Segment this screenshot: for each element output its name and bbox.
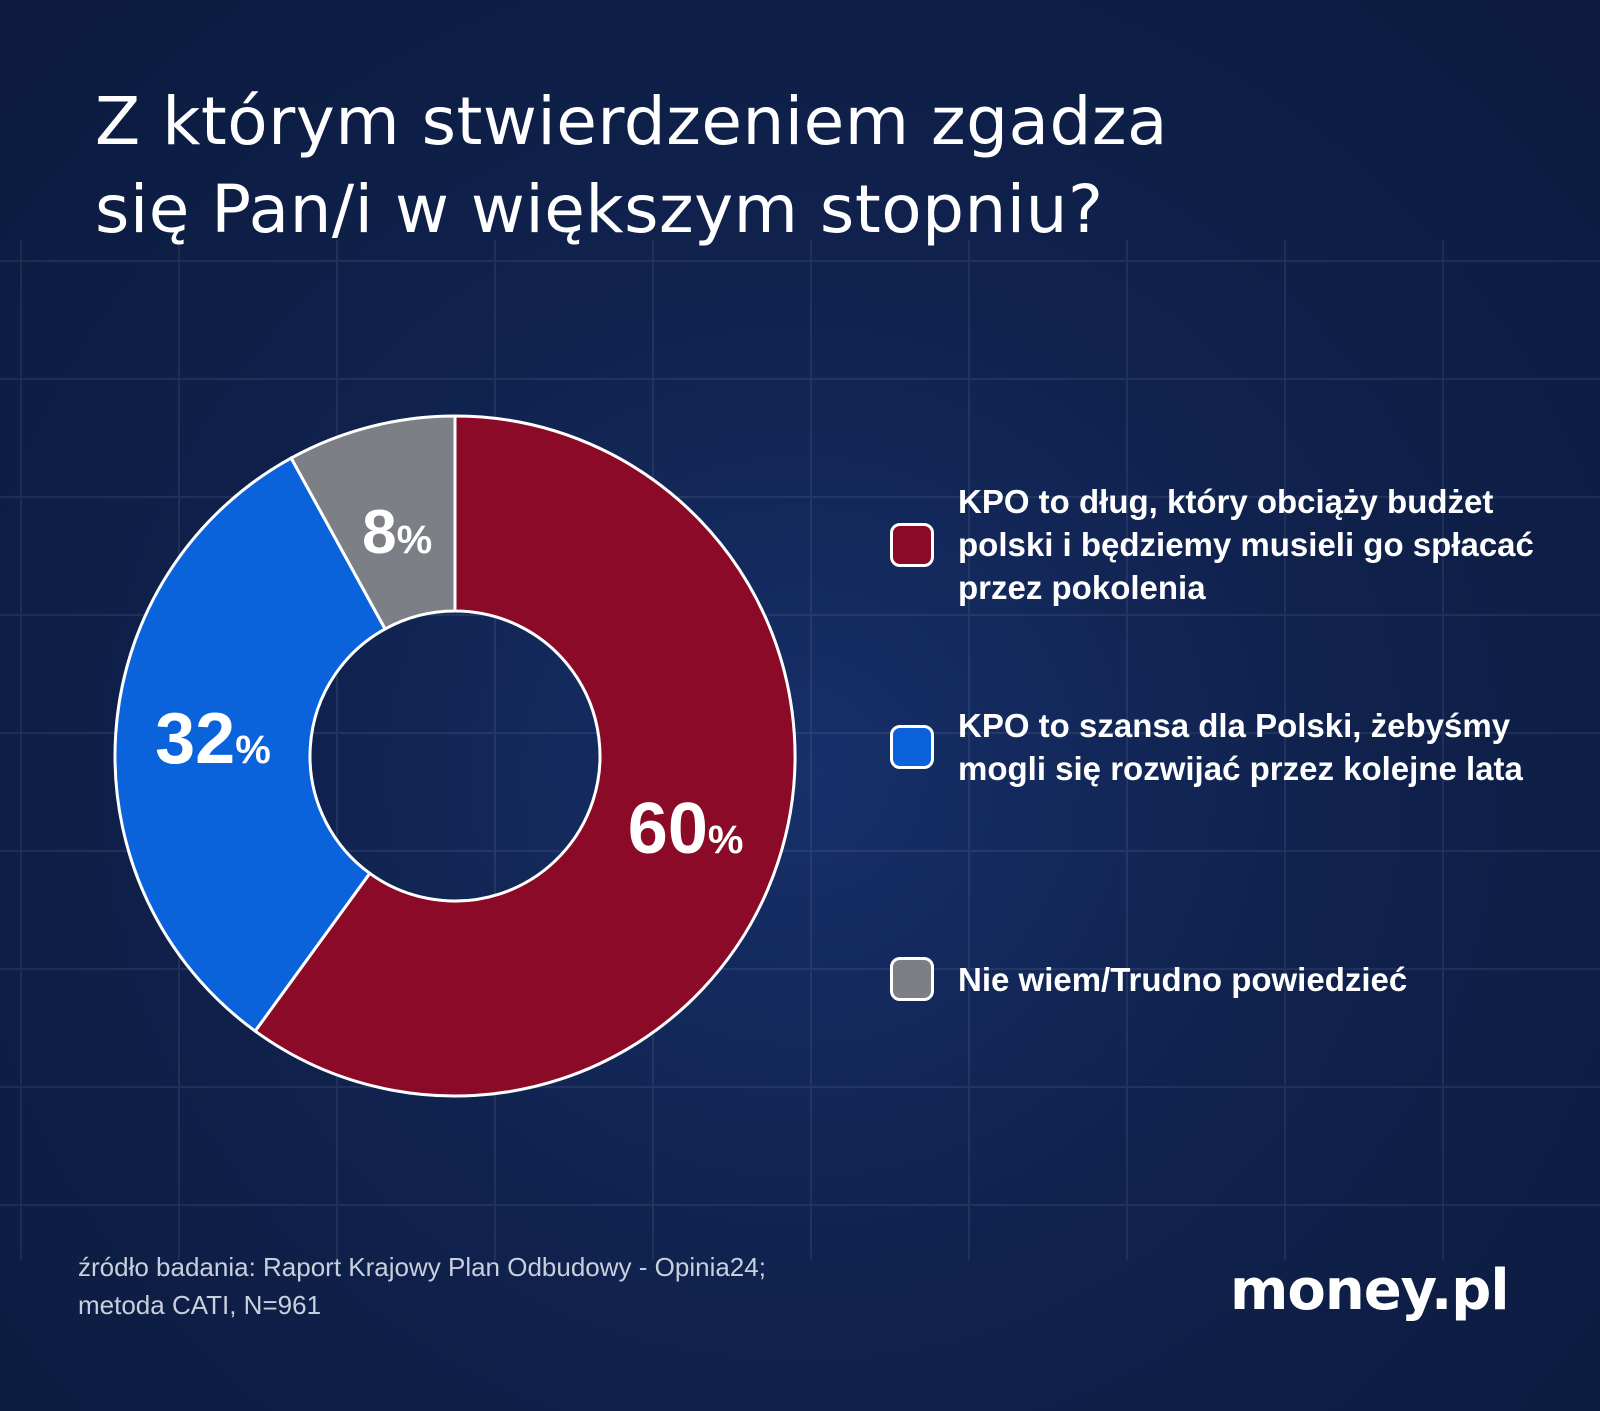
- donut-slice: [253, 414, 797, 1098]
- legend-swatch: [890, 522, 934, 567]
- legend-swatch: [890, 957, 934, 1001]
- legend-item-dont-know: Nie wiem/Trudno powiedzieć: [890, 957, 1538, 1001]
- legend-swatch: [890, 725, 934, 769]
- source-note: źródło badania: Raport Krajowy Plan Odbu…: [78, 1248, 766, 1324]
- legend-item-chance: KPO to szansa dla Polski, żebyśmy mogli …: [890, 704, 1538, 790]
- legend-label: KPO to szansa dla Polski, żebyśmy mogli …: [958, 707, 1523, 787]
- source-line-1: źródło badania: Raport Krajowy Plan Odbu…: [78, 1252, 766, 1282]
- title-line-2: się Pan/i w większym stopniu?: [95, 171, 1104, 248]
- donut-slice: [289, 414, 457, 631]
- legend-item-debt: KPO to dług, który obciąży budżet polski…: [890, 480, 1538, 609]
- source-line-2: metoda CATI, N=961: [78, 1290, 322, 1320]
- donut-slice: [113, 456, 388, 1034]
- legend-label: KPO to dług, który obciąży budżet polski…: [958, 483, 1534, 606]
- title-line-1: Z którym stwierdzeniem zgadza: [95, 83, 1168, 160]
- legend-label: Nie wiem/Trudno powiedzieć: [958, 960, 1408, 998]
- page-title: Z którym stwierdzeniem zgadza się Pan/i w…: [95, 78, 1168, 254]
- money-pl-logo: money.pl: [1230, 1258, 1510, 1323]
